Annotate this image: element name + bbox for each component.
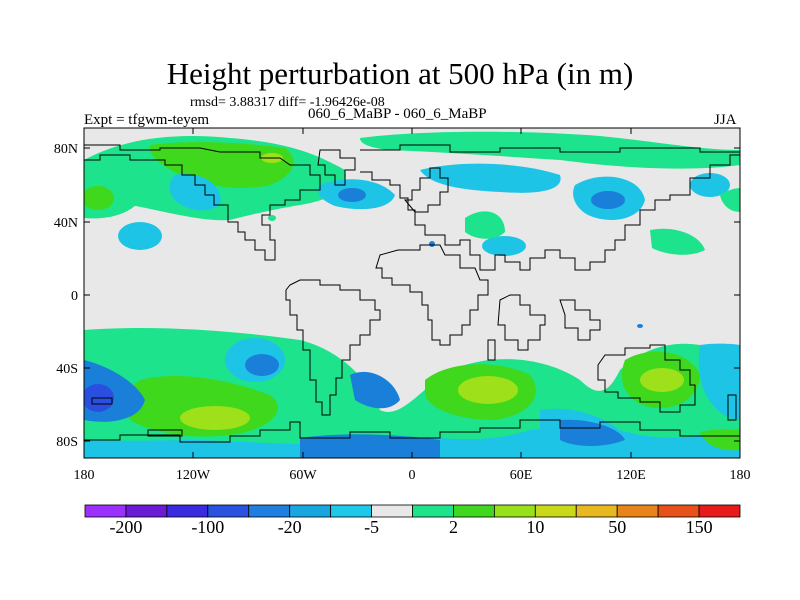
- case-label: 060_6_MaBP - 060_6_MaBP: [308, 106, 487, 122]
- contour-north-top-right: [360, 131, 740, 169]
- colorbar-swatch: [289, 504, 332, 518]
- colorbar-label: -100: [191, 517, 224, 537]
- africa-coast: [375, 244, 489, 346]
- lat-tick-label: 40N: [54, 216, 78, 231]
- north-america-coast: [84, 144, 321, 261]
- contour-eu-blue: [482, 236, 526, 256]
- antarctica-coast: [84, 419, 740, 443]
- lat-tick-label: 80N: [54, 142, 78, 157]
- colorbar-swatch: [125, 504, 168, 518]
- colorbar-label: -200: [109, 517, 142, 537]
- map-plot: [84, 128, 740, 458]
- contour-eastpac-mint: [720, 188, 740, 212]
- scandinavia-coast: [403, 167, 449, 213]
- contour-sp-right-blue: [698, 343, 740, 420]
- contour-bottom-blue: [300, 434, 440, 458]
- stats-text: rmsd= 3.88317 diff= -1.96426e-08: [190, 95, 385, 110]
- europe-north-coast: [360, 144, 740, 153]
- contour-aus-yellow: [640, 368, 684, 392]
- colorbar: -200 -100 -20 -5 2 10 50 150: [84, 504, 741, 537]
- contour-asia-green: [465, 211, 505, 239]
- contour-satl-blue: [350, 371, 400, 409]
- colorbar-swatch: [248, 504, 291, 518]
- colorbar-swatch: [453, 504, 495, 518]
- colorbar-swatch: [412, 504, 454, 518]
- colorbar-swatch: [575, 504, 618, 518]
- colorbar-swatch: [493, 504, 536, 518]
- lat-tick-label: 0: [71, 289, 78, 304]
- coastlines: [84, 144, 740, 443]
- colorbar-label: -5: [364, 517, 379, 537]
- south-america-coast: [285, 279, 381, 416]
- contour-sa-yellow: [458, 376, 518, 404]
- greenland-coast: [317, 149, 356, 186]
- contour-small-blue2: [637, 324, 643, 328]
- plot-title: Height perturbation at 500 hPa (in m): [166, 56, 634, 91]
- contour-small-blue: [429, 241, 435, 247]
- lon-tick-label: 0: [409, 468, 416, 483]
- se-asia-coast: [559, 299, 601, 341]
- longitude-axis: 180 120W 60W 0 60E 120E 180: [74, 128, 751, 483]
- island-rect-2: [91, 397, 113, 405]
- lon-tick-label: 180: [730, 468, 751, 483]
- contour-pac-green: [650, 228, 705, 255]
- arabia-coast: [497, 294, 546, 351]
- lon-tick-label: 180: [74, 468, 95, 483]
- colorbar-swatch: [207, 504, 250, 518]
- colorbar-label: 2: [449, 517, 458, 537]
- madagascar-coast: [487, 339, 496, 361]
- colorbar-swatch: [371, 504, 413, 518]
- colorbar-swatch: [616, 504, 659, 518]
- colorbar-label: -20: [278, 517, 302, 537]
- contour-north-left-green: [84, 186, 114, 210]
- contour-nat-blue-inner: [338, 188, 366, 202]
- contour-bottom-right-green: [700, 429, 740, 451]
- colorbar-label: 150: [686, 517, 713, 537]
- australia-coast: [597, 344, 696, 413]
- contour-na-blue2: [169, 174, 221, 211]
- lat-tick-label: 40S: [56, 362, 78, 377]
- new-zealand-coast: [727, 394, 737, 421]
- contour-npac-blue-inner: [591, 191, 625, 209]
- colorbar-label: 50: [608, 517, 626, 537]
- colorbar-swatch: [166, 504, 209, 518]
- contour-asia-blue: [420, 163, 561, 193]
- contour-se-blue: [560, 419, 625, 446]
- experiment-label: Expt = tfgwm-teyem: [84, 112, 210, 128]
- colorbar-label: 10: [526, 517, 544, 537]
- season-label: JJA: [714, 112, 737, 128]
- island-rect-1: [147, 429, 183, 437]
- colorbar-swatch: [698, 504, 741, 518]
- colorbar-swatch: [84, 504, 127, 518]
- contour-ar-blue: [690, 173, 730, 197]
- contour-sp-blue2-inner: [245, 354, 279, 376]
- contour-small-green: [268, 215, 276, 221]
- lon-tick-label: 60W: [289, 468, 317, 483]
- lon-tick-label: 120E: [616, 468, 646, 483]
- contour-south-yellow: [180, 406, 250, 430]
- colorbar-swatch: [534, 504, 577, 518]
- colorbar-swatch: [330, 504, 372, 518]
- lon-tick-label: 60E: [510, 468, 533, 483]
- latitude-axis: 80N 40N 0 40S 80S: [54, 142, 740, 450]
- lon-tick-label: 120W: [176, 468, 211, 483]
- lat-tick-label: 80S: [56, 435, 78, 450]
- colorbar-swatch: [657, 504, 700, 518]
- contour-na-blue: [118, 222, 162, 250]
